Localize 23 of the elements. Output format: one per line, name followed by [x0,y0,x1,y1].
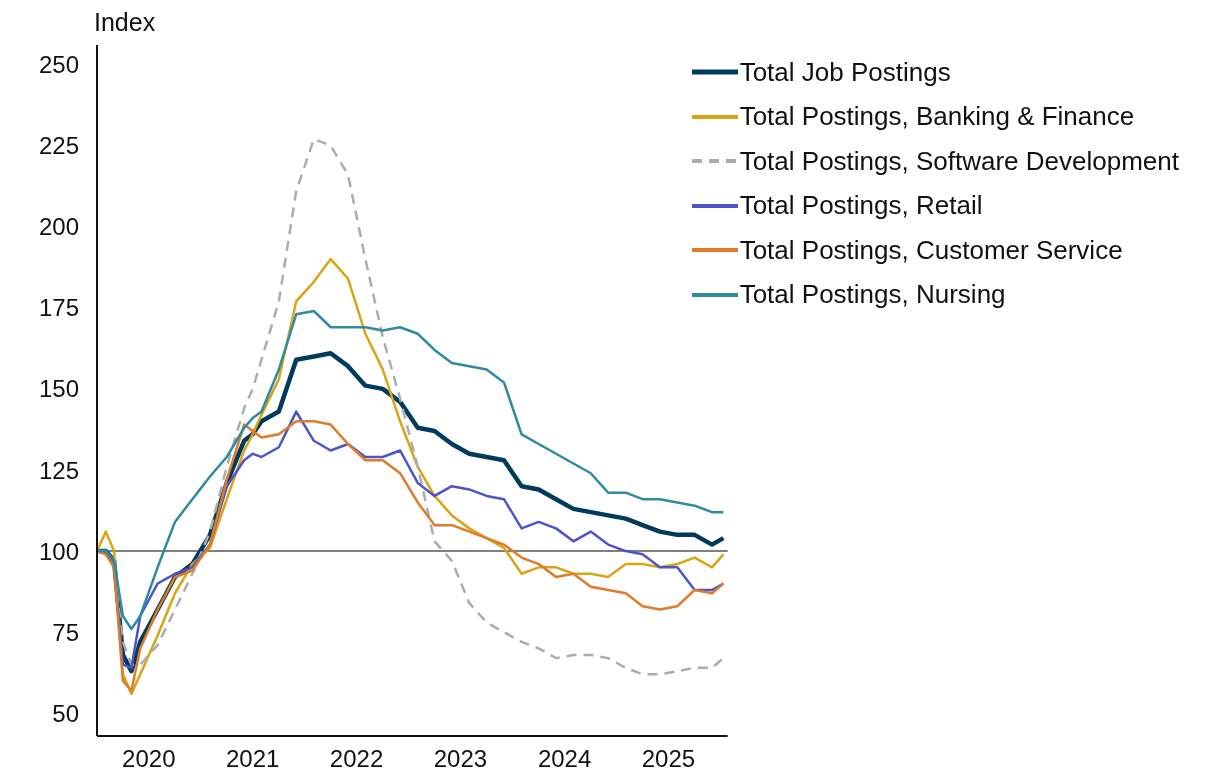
y-tick-label: 125 [38,456,79,484]
y-tick-label: 225 [38,132,79,160]
legend-label: Total Postings, Nursing [739,279,1006,311]
y-tick-label: 175 [38,294,79,322]
x-tick-label: 2023 [433,745,488,773]
legend-label: Total Postings, Software Development [739,145,1179,177]
y-tick-label: 250 [38,50,79,78]
y-tick-label: 100 [38,537,79,565]
legend-label: Total Job Postings [739,56,951,88]
x-tick-label: 2020 [122,745,176,773]
y-tick-label: 150 [38,375,79,403]
legend-label: Total Postings, Retail [739,190,983,222]
y-tick-label: 50 [52,699,79,727]
legend-label: Total Postings, Customer Service [739,234,1123,266]
y-tick-label: 75 [52,618,79,646]
x-tick-label: 2022 [329,745,384,773]
y-axis-title: Index [94,8,156,37]
line-series [97,309,725,631]
x-tick-label: 2021 [225,745,280,773]
x-tick-label: 2025 [641,745,696,773]
x-tick-label: 2024 [537,745,592,773]
legend-label: Total Postings, Banking & Finance [739,101,1135,133]
y-tick-label: 200 [38,213,79,241]
